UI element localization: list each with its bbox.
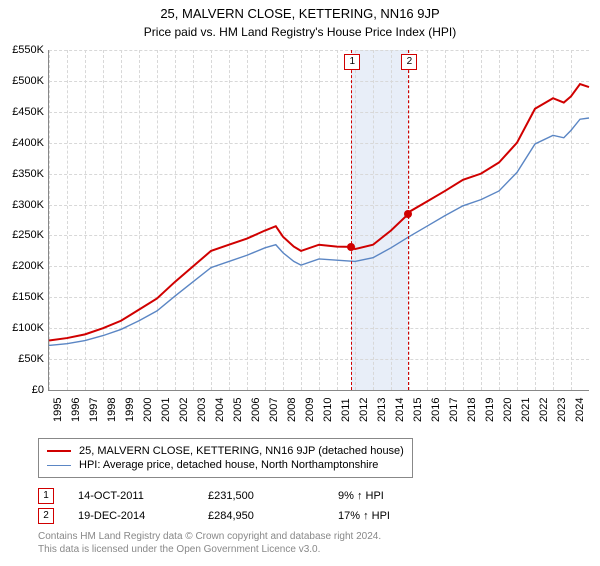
y-tick-label: £500K (12, 75, 44, 87)
legend-label-price: 25, MALVERN CLOSE, KETTERING, NN16 9JP (… (79, 445, 404, 457)
y-tick-label: £150K (12, 291, 44, 303)
x-tick-label: 1995 (52, 398, 64, 422)
y-tick-label: £450K (12, 106, 44, 118)
chart-title: 25, MALVERN CLOSE, KETTERING, NN16 9JP (0, 6, 600, 21)
x-tick-label: 2023 (556, 398, 568, 422)
chart-container: 25, MALVERN CLOSE, KETTERING, NN16 9JP P… (0, 6, 600, 566)
x-tick-label: 2010 (322, 398, 334, 422)
footer: Contains HM Land Registry data © Crown c… (38, 530, 381, 556)
legend-swatch-hpi (47, 465, 71, 466)
x-tick-label: 2018 (466, 398, 478, 422)
sale-price-2: £284,950 (208, 510, 338, 522)
legend-row-hpi: HPI: Average price, detached house, Nort… (47, 459, 404, 471)
y-tick-label: £200K (12, 260, 44, 272)
line-layer (49, 50, 589, 390)
x-tick-label: 2003 (196, 398, 208, 422)
y-tick-label: £0 (32, 384, 44, 396)
x-tick-label: 2004 (214, 398, 226, 422)
chart-subtitle: Price paid vs. HM Land Registry's House … (0, 25, 600, 39)
sales-table: 1 14-OCT-2011 £231,500 9% ↑ HPI 2 19-DEC… (38, 484, 468, 528)
y-tick-label: £300K (12, 199, 44, 211)
legend-swatch-price (47, 450, 71, 452)
legend-box: 25, MALVERN CLOSE, KETTERING, NN16 9JP (… (38, 438, 413, 478)
sale-box-2: 2 (401, 54, 417, 70)
x-tick-label: 2006 (250, 398, 262, 422)
sale-date-1: 14-OCT-2011 (78, 490, 208, 502)
sale-marker-1: 1 (38, 488, 54, 504)
y-tick-label: £50K (18, 353, 44, 365)
x-tick-label: 2008 (286, 398, 298, 422)
sale-rel-1: 9% ↑ HPI (338, 490, 468, 502)
x-tick-label: 2001 (160, 398, 172, 422)
sale-box-1: 1 (344, 54, 360, 70)
x-tick-label: 2007 (268, 398, 280, 422)
y-tick-label: £100K (12, 322, 44, 334)
footer-line-1: Contains HM Land Registry data © Crown c… (38, 530, 381, 543)
sale-price-1: £231,500 (208, 490, 338, 502)
sale-date-2: 19-DEC-2014 (78, 510, 208, 522)
x-tick-label: 2017 (448, 398, 460, 422)
x-tick-label: 2002 (178, 398, 190, 422)
x-tick-label: 2005 (232, 398, 244, 422)
x-tick-label: 2015 (412, 398, 424, 422)
y-tick-label: £250K (12, 229, 44, 241)
sale-marker-dot (347, 243, 355, 251)
sale-marker-dot (404, 210, 412, 218)
sale-vline (408, 50, 409, 390)
x-tick-label: 1998 (106, 398, 118, 422)
sale-marker-2: 2 (38, 508, 54, 524)
chart-area: £0 £50K £100K £150K £200K £250K £300K £350K £400… (0, 50, 600, 430)
footer-line-2: This data is licensed under the Open Gov… (38, 543, 381, 556)
x-tick-label: 2016 (430, 398, 442, 422)
x-tick-label: 2021 (520, 398, 532, 422)
y-tick-label: £350K (12, 168, 44, 180)
x-tick-label: 2009 (304, 398, 316, 422)
x-tick-label: 2011 (340, 398, 352, 422)
legend-row-price: 25, MALVERN CLOSE, KETTERING, NN16 9JP (… (47, 445, 404, 457)
x-tick-label: 2012 (358, 398, 370, 422)
x-tick-label: 2024 (574, 398, 586, 422)
x-tick-label: 2020 (502, 398, 514, 422)
x-tick-label: 2022 (538, 398, 550, 422)
x-tick-label: 1997 (88, 398, 100, 422)
sales-row-1: 1 14-OCT-2011 £231,500 9% ↑ HPI (38, 488, 468, 504)
x-tick-label: 2000 (142, 398, 154, 422)
y-tick-label: £400K (12, 137, 44, 149)
x-axis: 1995 1996 1997 1998 1999 2000 2001 2002 2003 2004… (48, 390, 588, 430)
x-tick-label: 1996 (70, 398, 82, 422)
x-tick-label: 2014 (394, 398, 406, 422)
x-tick-label: 1999 (124, 398, 136, 422)
legend-label-hpi: HPI: Average price, detached house, Nort… (79, 459, 378, 471)
plot-area: 12 (48, 50, 589, 391)
x-tick-label: 2013 (376, 398, 388, 422)
y-axis: £0£50K£100K£150K£200K£250K£300K£350K£400… (0, 50, 48, 390)
y-tick-label: £550K (12, 44, 44, 56)
sale-rel-2: 17% ↑ HPI (338, 510, 468, 522)
x-tick-label: 2019 (484, 398, 496, 422)
series-line-price_paid (49, 84, 589, 341)
sale-vline (351, 50, 352, 390)
sales-row-2: 2 19-DEC-2014 £284,950 17% ↑ HPI (38, 508, 468, 524)
